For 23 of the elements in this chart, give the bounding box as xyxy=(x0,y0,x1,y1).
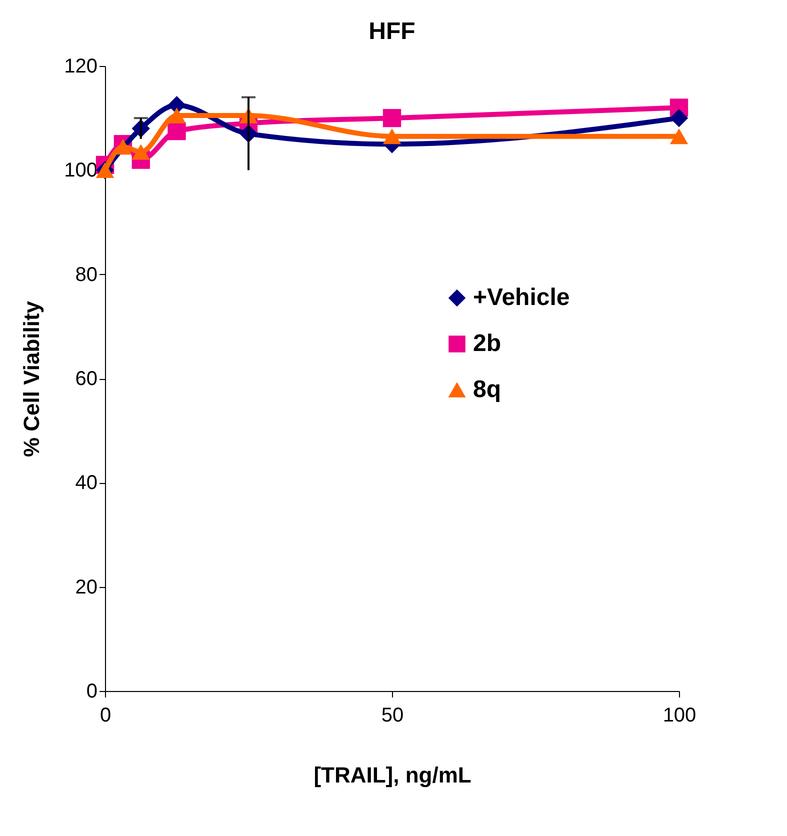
point xyxy=(382,128,402,144)
x-axis-title: [TRAIL], ng/mL xyxy=(314,762,472,788)
y-tick-label: 120 xyxy=(64,56,98,78)
y-tick-label: 100 xyxy=(64,160,98,182)
y-tick-label: 0 xyxy=(86,680,98,702)
x-tick-label: 50 xyxy=(381,704,404,726)
legend-label: 8q xyxy=(473,376,502,403)
point xyxy=(382,109,402,128)
point xyxy=(168,108,186,124)
y-tick-label: 20 xyxy=(75,576,98,598)
legend-label: +Vehicle xyxy=(473,284,570,311)
point xyxy=(168,122,186,140)
x-tick-label: 0 xyxy=(100,704,112,726)
y-tick-label: 60 xyxy=(75,368,98,390)
point xyxy=(670,109,688,128)
y-axis-title: % Cell Viability xyxy=(19,300,44,458)
point xyxy=(132,144,150,160)
chart-title: HFF xyxy=(368,18,416,45)
x-tick-label: 100 xyxy=(662,704,696,726)
y-tick-label: 80 xyxy=(75,264,98,286)
legend-label: 2b xyxy=(473,330,502,357)
point xyxy=(670,128,688,144)
y-tick-label: 40 xyxy=(75,472,98,494)
